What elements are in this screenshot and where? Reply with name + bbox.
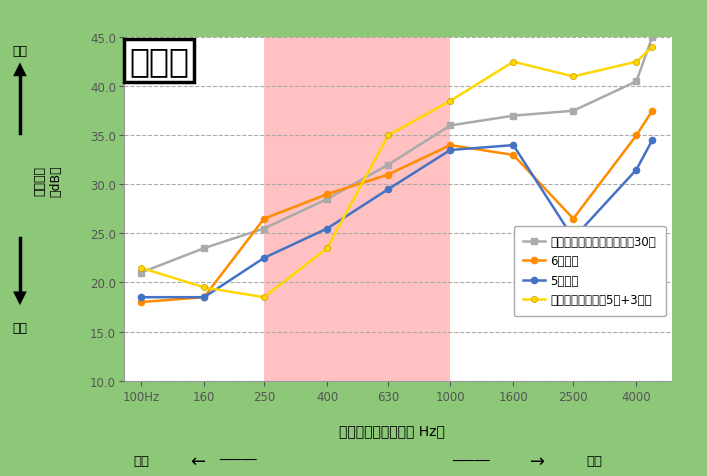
5㎟単板 [323,226,332,232]
異厚透明ガラス（5㎟+3㎟） [509,60,518,65]
5㎟単板 [509,143,518,149]
Text: ▼: ▼ [13,288,27,307]
異厚透明ガラス（5㎟+3㎟） [632,60,641,65]
Text: ▲: ▲ [13,60,27,78]
異厚透明ガラス（5㎟+3㎟） [384,133,392,139]
6㎟単板 [648,109,657,114]
防音ガラス（ラミシャット30） [648,35,657,41]
5㎟単板 [259,256,268,261]
Text: ←: ← [190,452,206,470]
6㎟単板 [384,172,392,178]
異厚透明ガラス（5㎟+3㎟） [569,74,578,80]
Line: 異厚透明ガラス（5㎟+3㎟）: 異厚透明ガラス（5㎟+3㎟） [138,45,655,301]
防音ガラス（ラミシャット30） [384,162,392,168]
防音ガラス（ラミシャット30） [136,270,145,276]
Text: ─────: ───── [219,453,257,466]
5㎟単板 [648,138,657,144]
6㎟単板 [259,217,268,222]
5㎟単板 [200,295,209,300]
異厚透明ガラス（5㎟+3㎟） [136,265,145,271]
5㎟単板 [136,295,145,300]
6㎟単板 [136,299,145,305]
防音ガラス（ラミシャット30） [632,79,641,85]
Text: 高い: 高い [12,45,28,58]
5㎟単板 [384,187,392,193]
Text: 低音: 低音 [134,454,149,467]
Bar [264,38,450,381]
異厚透明ガラス（5㎟+3㎟） [323,246,332,251]
Line: 6㎟単板: 6㎟単板 [138,109,655,306]
防音ガラス（ラミシャット30） [323,197,332,202]
5㎟単板 [632,168,641,173]
Line: 防音ガラス（ラミシャット30）: 防音ガラス（ラミシャット30） [138,35,655,276]
防音ガラス（ラミシャット30） [569,109,578,114]
異厚透明ガラス（5㎟+3㎟） [446,99,455,105]
5㎟単板 [569,236,578,242]
6㎟単板 [200,295,209,300]
Line: 5㎟単板: 5㎟単板 [138,138,655,301]
防音ガラス（ラミシャット30） [446,123,455,129]
6㎟単板 [632,133,641,139]
防音ガラス（ラミシャット30） [509,114,518,119]
Text: →: → [530,452,545,470]
Text: 騒音の高さ（周波数 Hz）: 騒音の高さ（周波数 Hz） [339,424,445,438]
異厚透明ガラス（5㎟+3㎟） [200,285,209,291]
6㎟単板 [569,217,578,222]
Text: 乗用車: 乗用車 [129,45,189,78]
5㎟単板 [446,148,455,154]
Text: ─────: ───── [452,454,490,467]
防音ガラス（ラミシャット30） [259,226,268,232]
防音ガラス（ラミシャット30） [200,246,209,251]
Text: 低い: 低い [12,321,28,334]
異厚透明ガラス（5㎟+3㎟） [648,45,657,51]
6㎟単板 [446,143,455,149]
Legend: 防音ガラス（ラミシャット30）, 6㎟単板, 5㎟単板, 異厚透明ガラス（5㎟+3㎟）: 防音ガラス（ラミシャット30）, 6㎟単板, 5㎟単板, 異厚透明ガラス（5㎟+… [514,226,666,316]
Text: 高音: 高音 [586,454,602,467]
6㎟単板 [323,192,332,198]
Text: 防音性能
【dB】: 防音性能 【dB】 [33,165,63,197]
6㎟単板 [509,153,518,159]
異厚透明ガラス（5㎟+3㎟） [259,295,268,300]
